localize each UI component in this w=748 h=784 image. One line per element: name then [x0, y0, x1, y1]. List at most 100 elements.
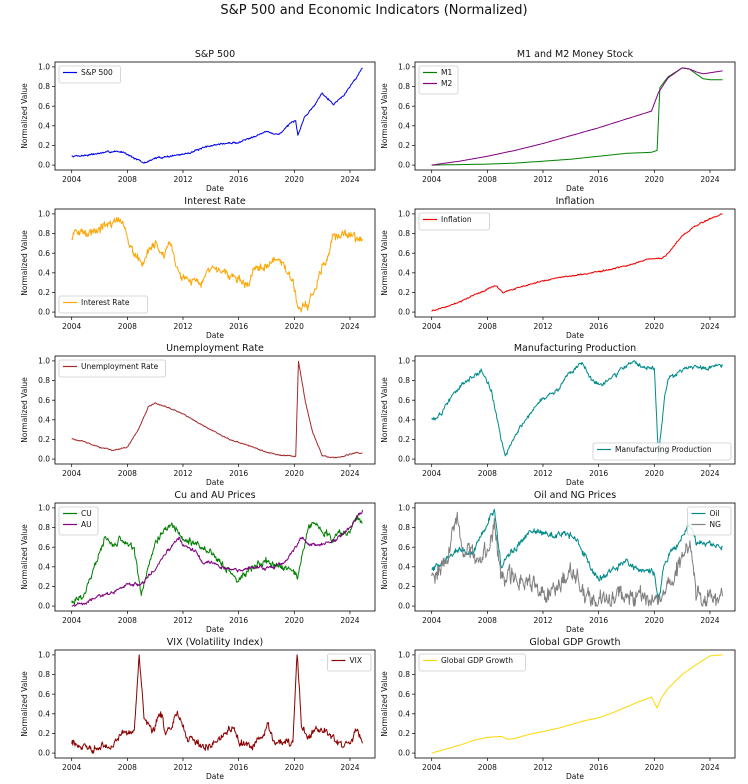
y-axis-label: Normalized Value — [380, 377, 389, 443]
legend-box — [58, 359, 166, 378]
x-tick-label: 2012 — [173, 763, 192, 772]
subplot-title: M1 and M2 Money Stock — [517, 49, 634, 60]
y-tick-label: 0.2 — [398, 141, 410, 150]
x-tick-label: 2008 — [118, 616, 137, 625]
series-line-oil — [431, 508, 723, 603]
x-tick-label: 2020 — [285, 469, 304, 478]
x-tick-label: 2024 — [340, 175, 359, 184]
series-line-m2 — [431, 67, 723, 166]
y-tick-label: 0.6 — [398, 690, 410, 699]
y-tick-label: 0.0 — [398, 749, 410, 758]
x-tick-label: 2008 — [118, 763, 137, 772]
legend-label: Oil — [710, 509, 720, 518]
y-tick-label: 0.6 — [398, 249, 410, 258]
subplot-title: Interest Rate — [184, 196, 246, 207]
x-axis-label: Date — [206, 331, 224, 340]
subplot-title: Manufacturing Production — [514, 343, 636, 354]
y-axis-label: Normalized Value — [380, 671, 389, 737]
axes-frame — [54, 61, 376, 171]
y-tick-label: 1.0 — [398, 651, 410, 660]
y-tick-label: 0.6 — [398, 396, 410, 405]
y-tick-label: 0.8 — [398, 523, 410, 532]
axes-frame — [54, 355, 376, 465]
series-line-unemployment-rate — [71, 360, 363, 459]
legend-label: CU — [81, 509, 92, 518]
legend: Oil NG — [687, 506, 732, 536]
series-line-cu — [71, 515, 363, 605]
y-tick-label: 0.2 — [398, 582, 410, 591]
y-tick-label: 0.0 — [38, 455, 50, 464]
x-tick-label: 2004 — [62, 763, 81, 772]
y-axis-label: Normalized Value — [380, 83, 389, 149]
subplot-10: Global GDP Growth 2004 2008 2012 2016 2020 202… — [380, 637, 736, 781]
axes-frame — [54, 502, 376, 612]
x-tick-label: 2016 — [589, 322, 608, 331]
y-tick-label: 0.0 — [38, 161, 50, 170]
y-tick-label: 0.4 — [38, 709, 50, 718]
axes-frame — [414, 649, 736, 759]
x-tick-label: 2024 — [340, 469, 359, 478]
series-line-au — [71, 509, 363, 607]
x-tick-label: 2008 — [478, 616, 497, 625]
x-tick-label: 2020 — [285, 322, 304, 331]
x-tick-label: 2024 — [700, 763, 719, 772]
x-tick-label: 2020 — [645, 469, 664, 478]
x-tick-label: 2024 — [700, 616, 719, 625]
legend-label: Manufacturing Production — [615, 445, 712, 454]
y-tick-label: 0.2 — [38, 435, 50, 444]
legend-label: M2 — [441, 79, 452, 88]
y-tick-label: 0.4 — [398, 415, 410, 424]
y-tick-label: 1.0 — [38, 651, 50, 660]
y-tick-label: 0.6 — [38, 249, 50, 258]
y-tick-label: 0.4 — [38, 268, 50, 277]
x-tick-label: 2004 — [62, 616, 81, 625]
y-tick-label: 1.0 — [398, 504, 410, 513]
y-axis-label: Normalized Value — [20, 230, 29, 296]
x-tick-label: 2016 — [229, 763, 248, 772]
x-tick-label: 2020 — [645, 322, 664, 331]
series-line-interest-rate — [71, 217, 363, 313]
legend: Global GDP Growth — [418, 653, 526, 672]
x-tick-label: 2012 — [533, 616, 552, 625]
x-tick-label: 2012 — [173, 616, 192, 625]
subplot-2: M1 and M2 Money Stock 2004 2008 2012 2016 202… — [380, 49, 736, 193]
y-axis-label: Normalized Value — [20, 524, 29, 590]
axes-frame — [414, 502, 736, 612]
y-tick-label: 1.0 — [38, 63, 50, 72]
subplot-title: Cu and AU Prices — [174, 490, 255, 501]
x-tick-label: 2008 — [478, 469, 497, 478]
legend-label: Inflation — [441, 215, 472, 224]
legend-label: AU — [81, 520, 92, 529]
y-tick-label: 0.0 — [38, 749, 50, 758]
x-tick-label: 2016 — [229, 469, 248, 478]
subplot-1: S&P 500 2004 2008 2012 2016 2020 2024 0.0 0.2 0.4… — [20, 49, 376, 193]
subplot-3: Interest Rate 2004 2008 2012 2016 2020 2024 0.0… — [20, 196, 376, 340]
y-tick-label: 0.8 — [38, 376, 50, 385]
y-tick-label: 0.2 — [38, 288, 50, 297]
x-tick-label: 2020 — [645, 616, 664, 625]
legend-label: Interest Rate — [81, 298, 130, 307]
x-tick-label: 2004 — [62, 175, 81, 184]
x-axis-label: Date — [566, 478, 584, 487]
y-tick-label: 1.0 — [398, 63, 410, 72]
legend-label: S&P 500 — [81, 68, 113, 77]
x-tick-label: 2024 — [340, 322, 359, 331]
x-axis-label: Date — [566, 184, 584, 193]
x-axis-label: Date — [206, 478, 224, 487]
x-tick-label: 2020 — [285, 175, 304, 184]
y-tick-label: 0.4 — [38, 415, 50, 424]
y-tick-label: 0.2 — [398, 729, 410, 738]
legend: Manufacturing Production — [592, 442, 732, 461]
y-tick-label: 0.4 — [398, 709, 410, 718]
legend-label: NG — [710, 520, 722, 529]
y-tick-label: 0.4 — [398, 268, 410, 277]
legend: VIX — [327, 653, 372, 672]
legend-label: VIX — [350, 656, 362, 665]
subplot-7: Cu and AU Prices 2004 2008 2012 2016 2020 2024… — [20, 490, 376, 634]
legend: Interest Rate — [58, 295, 148, 314]
x-tick-label: 2004 — [422, 469, 441, 478]
x-tick-label: 2008 — [478, 175, 497, 184]
y-axis-label: Normalized Value — [20, 83, 29, 149]
series-line-vix — [71, 654, 363, 754]
